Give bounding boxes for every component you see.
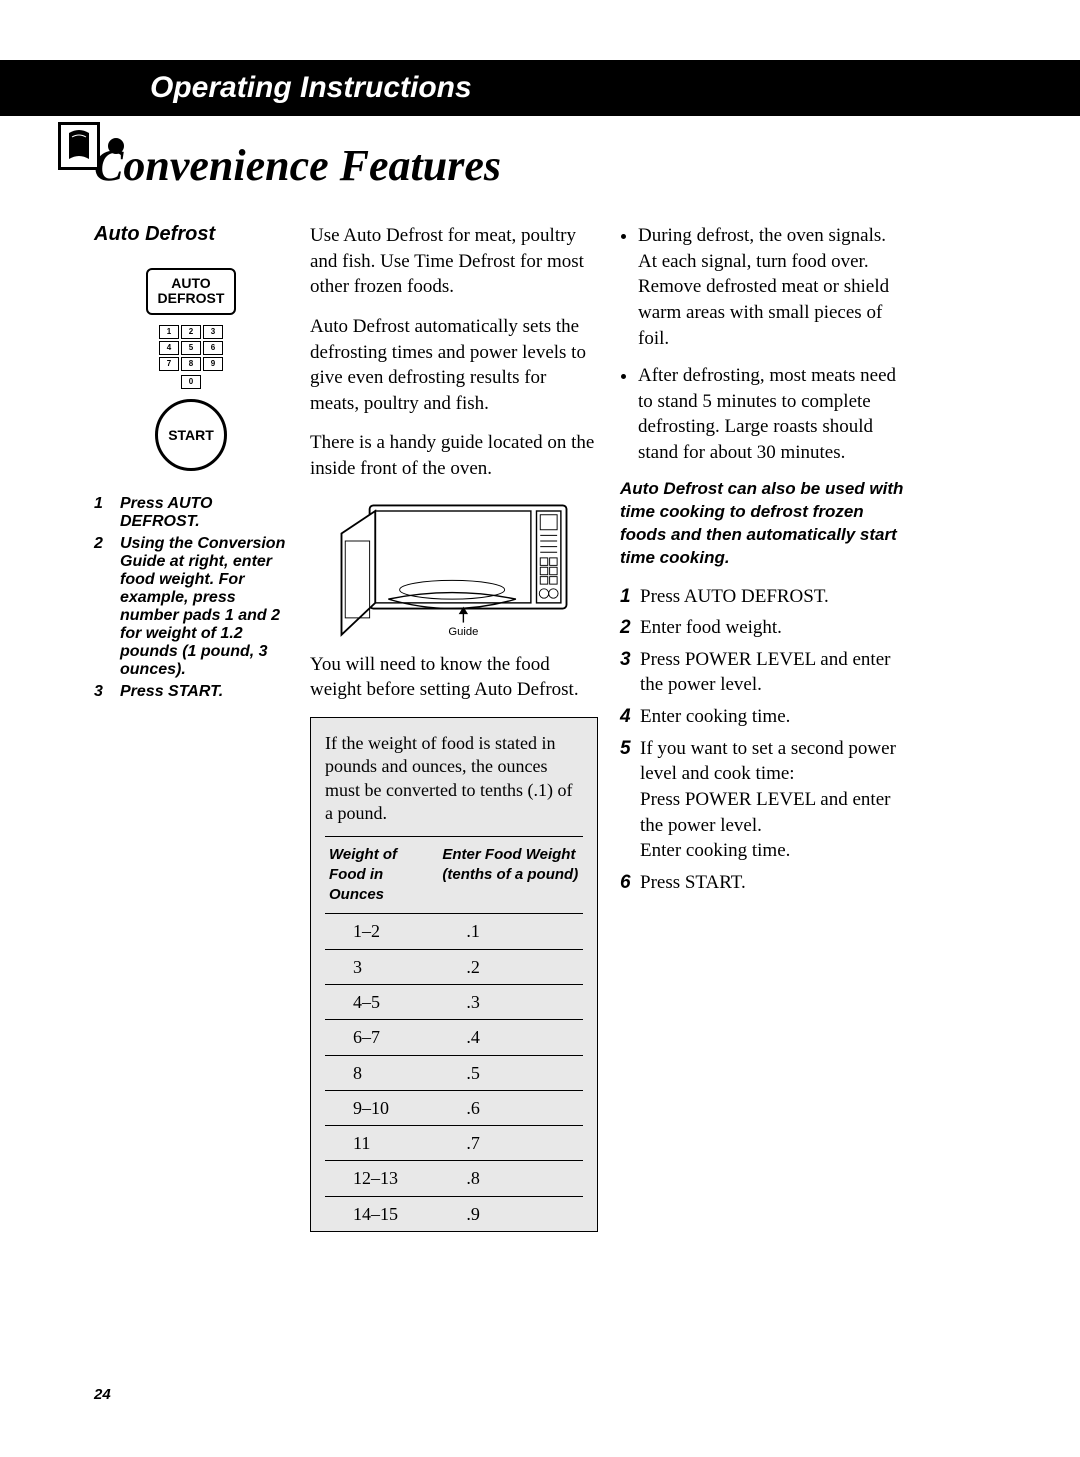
cell-tenths: .3 [438, 984, 583, 1019]
right-step: 4Enter cooking time. [620, 704, 908, 730]
auto-defrost-label-1: AUTO [156, 276, 226, 291]
key-2: 2 [181, 325, 201, 339]
step-text: Press POWER LEVEL and enter the power le… [640, 647, 908, 698]
step-text: Using the Conversion Guide at right, ent… [120, 535, 288, 679]
conversion-guide: If the weight of food is stated in pound… [310, 717, 598, 1232]
right-steps: 1Press AUTO DEFROST.2Enter food weight.3… [620, 584, 908, 896]
key-7: 7 [159, 357, 179, 371]
middle-p4: You will need to know the food weight be… [310, 652, 598, 703]
sidebar-heading: Auto Defrost [94, 223, 288, 246]
step-text: Enter cooking time. [640, 704, 908, 730]
step-number: 1 [620, 584, 640, 610]
step-number: 3 [94, 683, 112, 701]
page-header-title: Operating Instructions [150, 71, 472, 105]
microwave-illustration: Guide [324, 496, 584, 646]
cell-tenths: .8 [438, 1161, 583, 1196]
step-number: 4 [620, 704, 640, 730]
cell-ounces: 1–2 [325, 914, 438, 949]
bullet-item: During defrost, the oven signals. At eac… [638, 223, 908, 351]
cell-tenths: .4 [438, 1020, 583, 1055]
step-number: 6 [620, 870, 640, 896]
keypad: 1 2 3 4 5 6 7 8 9 [121, 325, 261, 371]
right-column: During defrost, the oven signals. At eac… [620, 223, 908, 1232]
conversion-intro: If the weight of food is stated in pound… [325, 732, 583, 826]
sidebar: Auto Defrost AUTO DEFROST 1 2 3 4 5 6 7 … [94, 223, 288, 1232]
right-bullets: During defrost, the oven signals. At eac… [620, 223, 908, 466]
dot-icon [108, 138, 124, 154]
cell-ounces: 6–7 [325, 1020, 438, 1055]
sidebar-steps: 1Press AUTO DEFROST.2Using the Conversio… [94, 495, 288, 701]
page-number: 24 [94, 1386, 111, 1403]
start-button: START [155, 399, 227, 471]
cell-ounces: 9–10 [325, 1090, 438, 1125]
step-text: If you want to set a second power level … [640, 736, 908, 864]
conv-header-ounces: Weight of Food in Ounces [325, 836, 438, 914]
middle-column: Use Auto Defrost for meat, poultry and f… [310, 223, 598, 1232]
middle-p3: There is a handy guide located on the in… [310, 430, 598, 481]
step-number: 3 [620, 647, 640, 698]
right-step: 3Press POWER LEVEL and enter the power l… [620, 647, 908, 698]
right-step: 2Enter food weight. [620, 615, 908, 641]
auto-defrost-button: AUTO DEFROST [146, 268, 236, 315]
step-text: Press START. [120, 683, 223, 701]
conv-header-tenths: Enter Food Weight (tenths of a pound) [438, 836, 583, 914]
table-row: 14–15.9 [325, 1196, 583, 1231]
cell-tenths: .5 [438, 1055, 583, 1090]
key-9: 9 [203, 357, 223, 371]
cell-ounces: 4–5 [325, 984, 438, 1019]
right-step: 6Press START. [620, 870, 908, 896]
step-number: 2 [620, 615, 640, 641]
auto-defrost-label-2: DEFROST [156, 291, 226, 306]
sidebar-step: 1Press AUTO DEFROST. [94, 495, 288, 531]
right-step: 5If you want to set a second power level… [620, 736, 908, 864]
key-4: 4 [159, 341, 179, 355]
table-row: 12–13.8 [325, 1161, 583, 1196]
start-button-label: START [168, 427, 214, 443]
cell-tenths: .1 [438, 914, 583, 949]
conversion-table: Weight of Food in Ounces Enter Food Weig… [325, 836, 583, 1231]
cell-ounces: 11 [325, 1126, 438, 1161]
step-number: 1 [94, 495, 112, 531]
step-text: Press AUTO DEFROST. [640, 584, 908, 610]
key-5: 5 [181, 341, 201, 355]
middle-p1: Use Auto Defrost for meat, poultry and f… [310, 223, 598, 300]
header-icon-group [58, 122, 124, 170]
cell-ounces: 3 [325, 949, 438, 984]
table-row: 1–2.1 [325, 914, 583, 949]
cell-tenths: .2 [438, 949, 583, 984]
step-text: Press START. [640, 870, 908, 896]
sidebar-step: 3 Press START. [94, 683, 288, 701]
key-0: 0 [181, 375, 201, 389]
key-8: 8 [181, 357, 201, 371]
key-6: 6 [203, 341, 223, 355]
key-1: 1 [159, 325, 179, 339]
cell-ounces: 12–13 [325, 1161, 438, 1196]
cell-tenths: .7 [438, 1126, 583, 1161]
table-row: 8.5 [325, 1055, 583, 1090]
bullet-item: After defrosting, most meats need to sta… [638, 363, 908, 466]
manual-icon [58, 122, 100, 170]
middle-p2: Auto Defrost automatically sets the defr… [310, 314, 598, 417]
table-row: 3.2 [325, 949, 583, 984]
control-panel-diagram: AUTO DEFROST 1 2 3 4 5 6 7 8 9 0 START [121, 268, 261, 471]
right-emphasis: Auto Defrost can also be used with time … [620, 478, 908, 570]
section-title: Convenience Features [0, 116, 1080, 191]
right-step: 1Press AUTO DEFROST. [620, 584, 908, 610]
sidebar-step: 2Using the Conversion Guide at right, en… [94, 535, 288, 679]
cell-tenths: .9 [438, 1196, 583, 1231]
cell-ounces: 14–15 [325, 1196, 438, 1231]
table-row: 11.7 [325, 1126, 583, 1161]
cell-ounces: 8 [325, 1055, 438, 1090]
table-row: 4–5.3 [325, 984, 583, 1019]
guide-arrow-label: Guide [448, 626, 478, 638]
step-number: 2 [94, 535, 112, 679]
cell-tenths: .6 [438, 1090, 583, 1125]
step-text: Enter food weight. [640, 615, 908, 641]
key-3: 3 [203, 325, 223, 339]
page-header: Operating Instructions [0, 60, 1080, 116]
table-row: 6–7.4 [325, 1020, 583, 1055]
table-row: 9–10.6 [325, 1090, 583, 1125]
step-number: 5 [620, 736, 640, 864]
step-text: Press AUTO DEFROST. [120, 495, 288, 531]
